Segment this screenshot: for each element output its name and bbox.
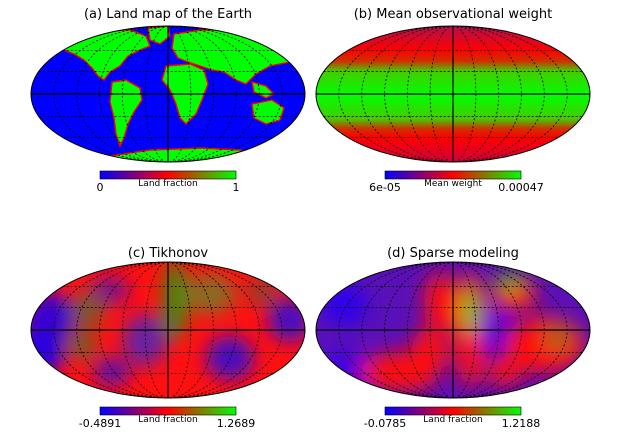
north-america-landmass — [63, 29, 151, 81]
panel-a-colorbar-min: 0 — [97, 181, 104, 194]
panel-b-title: (b) Mean observational weight — [354, 7, 553, 22]
panel-b-colorbar — [384, 170, 522, 180]
panel-a-map — [31, 26, 305, 162]
panel-a-colorbar-max: 1 — [233, 181, 240, 194]
panel-b: (b) Mean observational weight Mean weigh… — [315, 7, 591, 194]
panel-d-colorbar-max: 1.2188 — [502, 417, 541, 430]
panel-b-colorbar-label: Mean weight — [424, 179, 482, 189]
panel-c-colorbar-label: Land fraction — [138, 415, 197, 425]
meridian-line — [452, 262, 477, 398]
panel-a-colorbar — [99, 170, 237, 180]
panel-b-graticule — [316, 26, 590, 162]
panel-d-colorbar-label: Land fraction — [423, 415, 482, 425]
panel-c-colorbar-min: -0.4891 — [79, 417, 121, 430]
meridian-line — [167, 26, 192, 162]
meridian-line — [429, 262, 454, 398]
south-america-landmass — [109, 79, 143, 148]
panel-d-title: (d) Sparse modeling — [387, 246, 519, 261]
panel-b-colorbar-min: 6e-05 — [369, 181, 401, 194]
panel-d-colorbar-min: -0.0785 — [364, 417, 406, 430]
panel-c-map — [31, 262, 305, 398]
panel-a-colorbar-label: Land fraction — [138, 179, 197, 189]
panel-c-graticule — [31, 262, 305, 398]
panel-c: (c) Tikhonov Land fraction -0.4 — [30, 246, 306, 430]
panel-b-colorbar-max: 0.00047 — [498, 181, 544, 194]
australia-landmass — [251, 99, 285, 125]
panel-a: (a) Land map of the Earth Land fraction … — [30, 7, 306, 194]
meridian-line — [452, 26, 477, 162]
panel-d: (d) Sparse modeling Land f — [315, 246, 591, 430]
meridian-line — [144, 26, 169, 162]
meridian-line — [429, 26, 454, 162]
panel-d-map — [316, 262, 590, 398]
meridian-line — [144, 262, 169, 398]
panel-d-graticule — [316, 262, 590, 398]
panel-b-map — [316, 26, 590, 162]
panel-d-colorbar — [384, 406, 522, 416]
meridian-line — [167, 262, 192, 398]
panel-c-colorbar-max: 1.2689 — [217, 417, 256, 430]
panel-a-title: (a) Land map of the Earth — [84, 7, 252, 22]
panel-a-graticule — [31, 26, 305, 162]
panel-c-colorbar — [99, 406, 237, 416]
panel-c-title: (c) Tikhonov — [128, 246, 208, 261]
